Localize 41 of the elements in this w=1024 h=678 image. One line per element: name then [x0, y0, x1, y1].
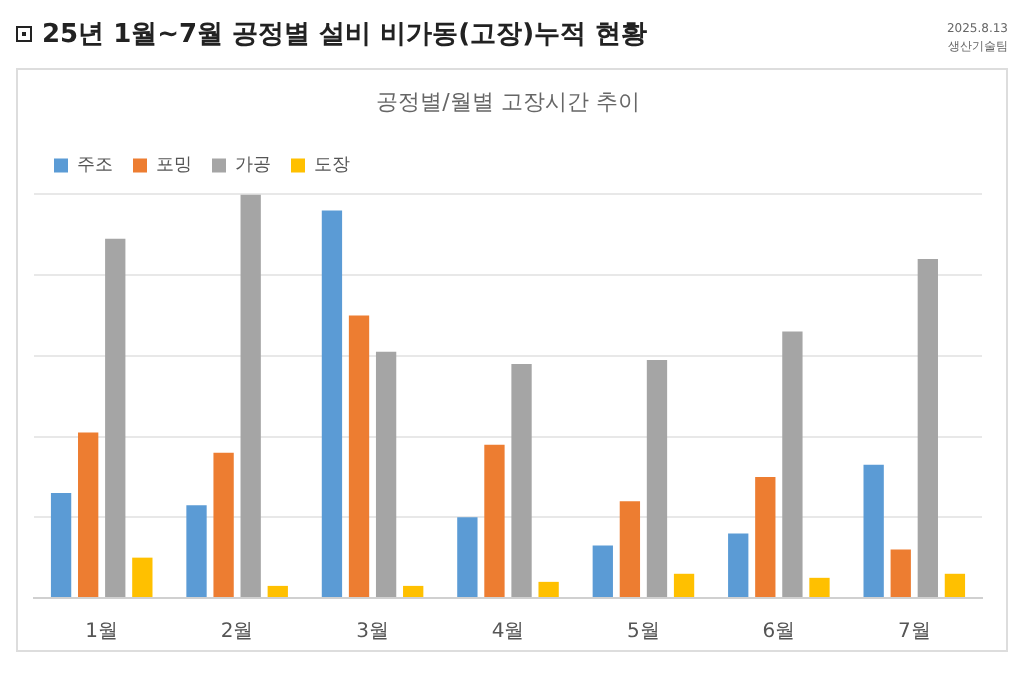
- bar: [132, 557, 153, 597]
- legend-label: 포밍: [156, 156, 192, 177]
- bar: [619, 501, 641, 597]
- bar: [809, 577, 830, 597]
- bar: [890, 549, 911, 597]
- bar: [348, 315, 370, 597]
- bar: [484, 444, 505, 597]
- bar: [592, 545, 613, 597]
- x-tick-label: 7월: [897, 621, 931, 644]
- x-tick-label: 4월: [491, 621, 525, 644]
- bar: [538, 581, 559, 597]
- bar: [646, 359, 668, 597]
- bar: [213, 452, 234, 597]
- x-tick-label: 1월: [85, 621, 119, 644]
- bar: [375, 351, 397, 597]
- bar: [755, 476, 776, 597]
- bar: [917, 258, 938, 597]
- bar: [240, 194, 261, 597]
- legend-label: 주조: [77, 156, 113, 177]
- x-tick-label: 3월: [356, 621, 389, 644]
- bar: [673, 573, 695, 597]
- bar: [457, 517, 478, 597]
- bar: [267, 585, 288, 597]
- bar: [728, 533, 749, 597]
- bar: [782, 331, 803, 597]
- bar: [186, 505, 207, 597]
- legend-label: 도장: [314, 156, 350, 177]
- bar: [511, 363, 532, 597]
- x-tick-label: 2월: [220, 621, 254, 644]
- bar: [321, 210, 343, 597]
- bar: [105, 238, 126, 597]
- x-tick-label: 5월: [627, 621, 660, 644]
- legend-label: 가공: [235, 156, 271, 177]
- chart-title: 25년 1월~7월 공정별 설비 비가동(고장)누적 현황: [42, 18, 648, 52]
- bar: [944, 573, 966, 597]
- bar: [403, 585, 424, 597]
- bar: [863, 464, 884, 597]
- chart-subtitle: 공정별/월별 고장시간 추이: [376, 88, 640, 115]
- bar: [50, 493, 72, 597]
- bar: [78, 432, 99, 597]
- x-tick-label: 6월: [762, 621, 796, 644]
